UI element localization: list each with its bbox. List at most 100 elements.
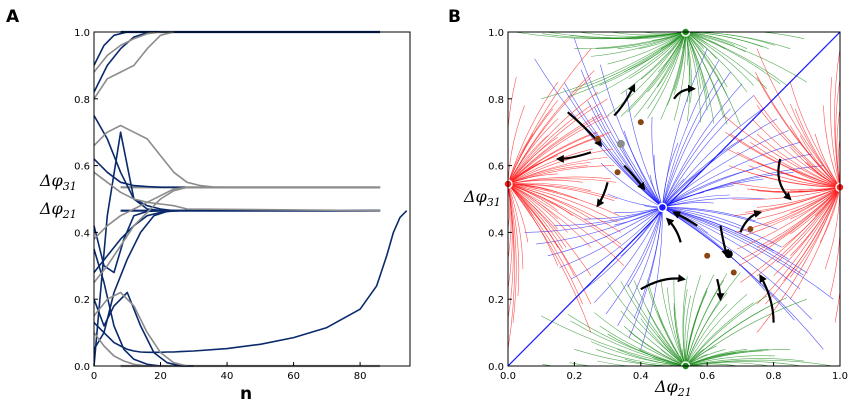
flow-line — [789, 187, 840, 278]
panel-b-x-tick-label: 1.0 — [832, 371, 848, 382]
flow-line — [640, 318, 686, 366]
flow-line — [607, 193, 663, 208]
flow-line — [662, 78, 720, 208]
flow-line — [542, 32, 686, 39]
flow-line — [794, 108, 840, 188]
flow-line — [508, 118, 559, 185]
flow-line — [564, 82, 663, 208]
flow-line — [685, 32, 754, 86]
trajectory-line — [93, 209, 181, 350]
flow-line — [685, 32, 746, 53]
panel-b-x-axis-label: Δφ21 — [654, 377, 692, 399]
trajectory-line — [93, 158, 381, 189]
flow-line — [830, 77, 840, 188]
panel-b-letter: B — [448, 7, 461, 27]
flow-line — [590, 32, 686, 57]
trajectory-line — [93, 186, 381, 240]
flow-line — [574, 32, 686, 50]
flow-line — [770, 187, 840, 245]
flow-arrow — [672, 211, 698, 227]
saddle-point — [730, 269, 737, 276]
trajectory-line — [93, 248, 161, 367]
panel-a-trajectories — [93, 30, 408, 368]
flow-line — [685, 32, 725, 118]
flow-line — [685, 32, 802, 33]
panel-b-x-axis-label-main: Δφ — [654, 377, 679, 396]
flow-line — [730, 133, 840, 188]
flow-line — [597, 360, 686, 366]
flow-line — [667, 287, 686, 366]
flow-line — [789, 147, 840, 188]
panel-a-y-tick-label: 0.4 — [74, 228, 90, 239]
flow-line — [685, 350, 763, 366]
panel-a-x-tick-label: 0 — [91, 371, 97, 382]
panel-a-x-tick-label: 80 — [354, 371, 367, 382]
panel-b-ticks: 0.0 0.2 0.4 0.6 0.8 1.0 0.0 0.2 0.4 0.6 0.8 1.0 — [488, 28, 848, 382]
flow-line — [508, 183, 622, 245]
flow-line — [600, 162, 663, 208]
trajectory-line — [93, 31, 168, 66]
flow-line — [600, 64, 663, 208]
flow-line — [508, 98, 608, 185]
flow-line — [662, 207, 744, 228]
panel-b-y-tick-label: 1.0 — [488, 28, 504, 39]
flow-line — [685, 32, 807, 83]
flow-line — [741, 187, 840, 260]
flow-line — [508, 91, 598, 185]
flow-line — [756, 105, 840, 188]
flow-line — [662, 168, 705, 208]
trajectory-line — [93, 291, 188, 367]
flow-line — [756, 187, 840, 220]
flow-line — [508, 183, 524, 270]
flow-line — [685, 302, 754, 366]
flow-line — [647, 32, 686, 119]
flow-line — [508, 183, 592, 333]
flow-line — [660, 278, 686, 366]
flow-line — [685, 273, 728, 366]
flow-line — [662, 207, 824, 350]
panel-a-letter: A — [6, 7, 20, 27]
panel-a-frame — [93, 31, 411, 367]
flow-line — [508, 183, 618, 200]
flow-arrow — [623, 164, 646, 191]
flow-line — [685, 32, 728, 88]
flow-line — [625, 90, 663, 208]
flow-line — [514, 365, 686, 366]
panel-a-x-tick-label: 60 — [287, 371, 300, 382]
panel-b-x-tick-label: 0.6 — [699, 371, 715, 382]
panel-b-y-axis-label: Δφ31 — [463, 187, 501, 209]
panel-a-x-axis-label: n — [240, 384, 252, 404]
flow-line — [789, 187, 840, 300]
flow-line — [685, 297, 788, 366]
flow-line — [620, 207, 663, 257]
flow-line — [594, 32, 686, 96]
flow-line — [595, 32, 686, 49]
flow-line — [633, 207, 663, 319]
flow-line — [508, 148, 593, 185]
flow-line — [508, 135, 549, 185]
stable-point — [657, 202, 668, 213]
legend-phi21-main: Δφ — [39, 199, 64, 218]
flow-line — [823, 105, 840, 188]
flow-line — [508, 183, 620, 216]
flow-arrow — [716, 278, 725, 302]
flow-line — [508, 176, 611, 185]
flow-line — [662, 83, 743, 208]
flow-line — [662, 108, 731, 208]
flow-arrow — [777, 158, 792, 201]
flow-line — [834, 187, 840, 323]
flow-line — [789, 82, 840, 188]
flow-line — [508, 183, 529, 243]
panel-b-frame — [507, 31, 841, 367]
flow-line — [685, 32, 805, 39]
flow-line — [685, 359, 834, 366]
flow-line — [839, 187, 840, 320]
flow-line — [799, 135, 840, 188]
flow-arrow — [567, 111, 603, 148]
trajectory-line — [93, 31, 174, 100]
flow-line — [662, 207, 801, 290]
panel-a-y-tick-label: 1.0 — [74, 28, 90, 39]
flow-line — [748, 165, 840, 188]
panel-b-x-tick-label: 0.2 — [566, 371, 582, 382]
flow-line — [541, 32, 686, 100]
